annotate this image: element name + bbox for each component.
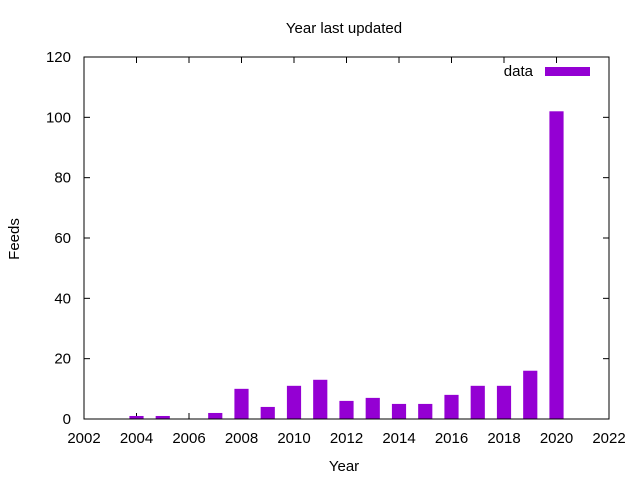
x-tick-label: 2012 — [330, 430, 363, 447]
bars — [129, 111, 564, 420]
bar-2016 — [444, 394, 459, 419]
bar-2004 — [129, 415, 144, 419]
y-tick-label: 0 — [63, 411, 71, 428]
bar-2005 — [155, 415, 170, 419]
x-tick-label: 2016 — [435, 430, 468, 447]
y-tick-label: 120 — [46, 49, 71, 66]
x-tick-label: 2006 — [172, 430, 205, 447]
bar-2010 — [286, 385, 302, 419]
bar-2018 — [496, 385, 512, 419]
bar-2009 — [260, 406, 275, 419]
y-tick-label: 80 — [54, 170, 71, 187]
bar-2017 — [470, 385, 485, 419]
legend-swatch — [545, 67, 590, 76]
x-tick-label: 2002 — [67, 430, 100, 447]
bar-2020 — [549, 111, 564, 420]
x-tick-label: 2020 — [540, 430, 573, 447]
bar-2015 — [418, 403, 433, 419]
bar-2013 — [365, 397, 380, 419]
bar-2019 — [523, 370, 538, 419]
bar-2012 — [339, 400, 354, 419]
x-axis-label: Year — [329, 458, 359, 475]
y-tick-label: 60 — [54, 230, 71, 247]
bar-2011 — [313, 379, 328, 419]
y-tick-label: 40 — [54, 290, 71, 307]
axis-ticks: 0 20 40 60 80 100 120 2002 2004 2006 2008 2010 2012 2… — [46, 49, 626, 447]
x-tick-label: 2010 — [277, 430, 310, 447]
chart-title: Year last updated — [286, 20, 402, 37]
plot-frame — [83, 56, 610, 420]
x-tick-label: 2018 — [487, 430, 520, 447]
x-tick-label: 2022 — [592, 430, 625, 447]
x-tick-label: 2014 — [382, 430, 415, 447]
y-axis-label: Feeds — [6, 218, 23, 260]
bar-2014 — [391, 403, 407, 419]
bar-2007 — [208, 412, 223, 419]
y-tick-label: 20 — [54, 351, 71, 368]
bar-2008 — [234, 388, 249, 419]
legend: data — [504, 63, 590, 80]
y-tick-label: 100 — [46, 109, 71, 126]
x-tick-label: 2008 — [225, 430, 258, 447]
legend-label: data — [504, 63, 534, 80]
x-tick-label: 2004 — [120, 430, 153, 447]
